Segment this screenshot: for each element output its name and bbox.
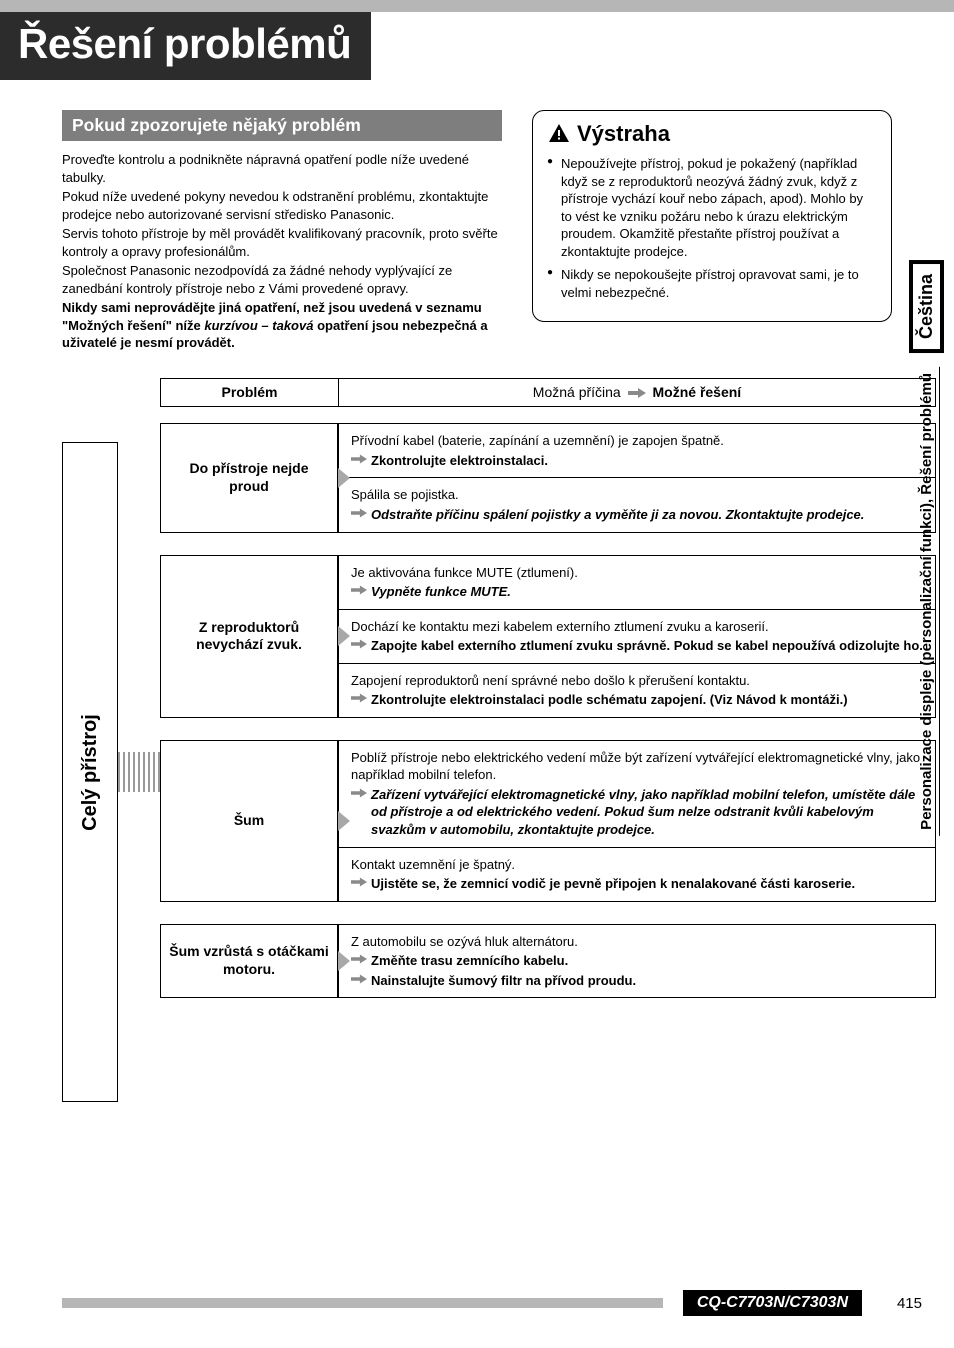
problem-cell: Šum [160,740,338,902]
th-cause-b: Možné řešení [653,384,742,400]
table-header-row: Problém Možná příčina Možné řešení [160,378,936,407]
solution-text: Vypněte funkce MUTE. [371,583,511,601]
solution-text: Odstraňte příčinu spálení pojistky a vym… [371,506,864,524]
category-vertical-tab: Celý přístroj [62,442,118,1102]
page-title: Řešení problémů [0,12,371,80]
top-gray-bar [0,0,954,12]
solution-line: Nainstalujte šumový filtr na přívod prou… [351,972,923,990]
footer-page-number: 415 [882,1295,922,1312]
table-row-group: Šum Poblíž přístroje nebo elektrického ve… [160,740,936,902]
footer-gray-bar [62,1298,663,1308]
cause-text: Z automobilu se ozývá hluk alternátoru. [351,933,923,951]
cause-text: Zapojení reproduktorů není správné nebo … [351,672,923,690]
cause-cell: Přívodní kabel (baterie, zapínání a uzem… [338,423,936,478]
cause-text: Spálila se pojistka. [351,486,923,504]
wedge-arrow-icon [338,468,350,488]
causes-column: Z automobilu se ozývá hluk alternátoru.Z… [338,924,936,999]
warning-heading: Výstraha [547,121,877,147]
solution-text: Zařízení vytvářející elektromagnetické v… [371,786,923,839]
cause-cell: Poblíž přístroje nebo elektrického veden… [338,740,936,848]
cause-cell: Kontakt uzemnění je špatný.Ujistěte se, … [338,848,936,902]
cause-text: Přívodní kabel (baterie, zapínání a uzem… [351,432,923,450]
solution-text: Nainstalujte šumový filtr na přívod prou… [371,972,636,990]
solution-text: Zkontrolujte elektroinstalaci. [371,452,548,470]
solution-line: Ujistěte se, že zemnicí vodič je pevně p… [351,875,923,893]
solution-text: Změňte trasu zemnícího kabelu. [371,952,568,970]
solution-line: Zařízení vytvářející elektromagnetické v… [351,786,923,839]
solution-line: Zkontrolujte elektroinstalaci podle sché… [351,691,923,709]
solution-line: Odstraňte příčinu spálení pojistky a vym… [351,506,923,524]
side-tabs: Čeština Personalizace displeje (personal… [909,260,944,836]
problem-cell: Šum vzrůstá s otáčkami motoru. [160,924,338,999]
solution-text: Zapojte kabel externího ztlumení zvuku s… [371,637,923,655]
warning-box: Výstraha Nepoužívejte přístroj, pokud je… [532,110,892,322]
table-row-group: Šum vzrůstá s otáčkami motoru.Z automobi… [160,924,936,999]
intro-p3: Servis tohoto přístroje by měl provádět … [62,225,502,260]
wedge-arrow-icon [338,811,350,831]
solution-line: Zkontrolujte elektroinstalaci. [351,452,923,470]
problem-cell: Z reproduktorů nevychází zvuk. [160,555,338,718]
solution-line: Vypněte funkce MUTE. [351,583,923,601]
cause-text: Poblíž přístroje nebo elektrického veden… [351,749,923,784]
table-body: Do přístroje nejde proud Přívodní kabel (… [160,423,936,998]
category-hatch-connector [118,442,160,1102]
cause-cell: Je aktivována funkce MUTE (ztlumení).Vyp… [338,555,936,610]
solution-line: Změňte trasu zemnícího kabelu. [351,952,923,970]
table-row-group: Z reproduktorů nevychází zvuk.Je aktivov… [160,555,936,718]
intro-p1: Proveďte kontrolu a podnikněte nápravná … [62,151,502,186]
intro-p4: Společnost Panasonic nezodpovídá za žádn… [62,262,502,297]
category-vertical-tab-label: Celý přístroj [79,714,102,831]
th-problem: Problém [161,379,339,406]
th-cause: Možná příčina Možné řešení [339,379,935,406]
left-column: Pokud zpozorujete nějaký problém Proveďt… [62,110,502,354]
hatch-pattern [118,752,160,792]
causes-column: Přívodní kabel (baterie, zapínání a uzem… [338,423,936,532]
warning-item: Nepoužívejte přístroj, pokud je pokažený… [547,155,877,260]
cause-cell: Dochází ke kontaktu mezi kabelem externí… [338,610,936,664]
content-columns: Pokud zpozorujete nějaký problém Proveďt… [0,80,954,354]
th-cause-a: Možná příčina [533,384,621,400]
cause-cell: Z automobilu se ozývá hluk alternátoru.Z… [338,924,936,999]
solution-text: Ujistěte se, že zemnicí vodič je pevně p… [371,875,855,893]
warning-list: Nepoužívejte přístroj, pokud je pokažený… [547,155,877,301]
problem-cell: Do přístroje nejde proud [160,423,338,532]
cause-text: Je aktivována funkce MUTE (ztlumení). [351,564,923,582]
intro-p2: Pokud níže uvedené pokyny nevedou k odst… [62,188,502,223]
intro-p5-b: kurzívou – taková [204,318,313,333]
right-column: Výstraha Nepoužívejte přístroj, pokud je… [532,110,892,354]
wedge-arrow-icon [338,626,350,646]
arrow-right-icon [628,385,646,401]
cause-text: Kontakt uzemnění je špatný. [351,856,923,874]
side-tab-language: Čeština [909,260,944,353]
subheader: Pokud zpozorujete nějaký problém [62,110,502,141]
solution-line: Zapojte kabel externího ztlumení zvuku s… [351,637,923,655]
footer: CQ-C7703N/C7303N 415 [0,1288,954,1318]
warning-triangle-icon [547,122,571,146]
troubleshoot-table: Problém Možná příčina Možné řešení Celý … [62,378,936,998]
intro-p5: Nikdy sami neprovádějte jiná opatření, n… [62,299,502,352]
cause-cell: Spálila se pojistka. Odstraňte příčinu sp… [338,478,936,532]
solution-text: Zkontrolujte elektroinstalaci podle sché… [371,691,848,709]
side-tab-section: Personalizace displeje (personalizační f… [914,367,940,836]
cause-cell: Zapojení reproduktorů není správné nebo … [338,664,936,718]
warning-item: Nikdy se nepokoušejte přístroj opravovat… [547,266,877,301]
footer-model: CQ-C7703N/C7303N [683,1290,862,1316]
warning-heading-text: Výstraha [577,121,670,147]
intro-text: Proveďte kontrolu a podnikněte nápravná … [62,151,502,352]
causes-column: Je aktivována funkce MUTE (ztlumení).Vyp… [338,555,936,718]
table-row-group: Do přístroje nejde proud Přívodní kabel (… [160,423,936,532]
causes-column: Poblíž přístroje nebo elektrického veden… [338,740,936,902]
cause-text: Dochází ke kontaktu mezi kabelem externí… [351,618,923,636]
wedge-arrow-icon [338,951,350,971]
